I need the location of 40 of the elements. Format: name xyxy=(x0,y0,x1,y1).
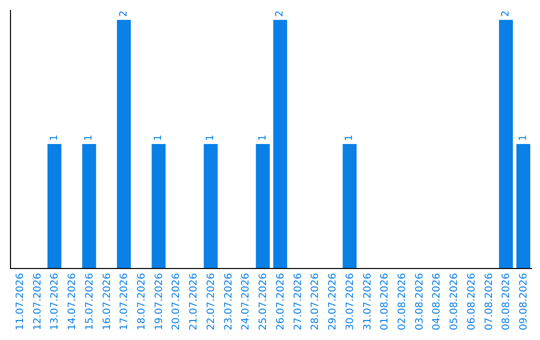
x-tick-label: 06.08.2026 xyxy=(466,273,478,330)
x-tick-label: 24.07.2026 xyxy=(240,273,252,330)
x-tick-label: 31.07.2026 xyxy=(362,273,374,330)
x-tick-label: 17.07.2026 xyxy=(119,273,130,330)
x-tick-label: 25.07.2026 xyxy=(258,273,270,330)
x-tick-label: 08.08.2026 xyxy=(501,273,512,330)
x-tick-label: 12.07.2026 xyxy=(32,273,44,330)
x-tick-label: 13.07.2026 xyxy=(50,273,61,330)
data-label: 1 xyxy=(205,134,216,141)
x-tick-label: 18.07.2026 xyxy=(136,273,148,330)
x-tick-label: 01.08.2026 xyxy=(380,273,391,330)
x-tick-label: 29.07.2026 xyxy=(328,273,339,330)
data-label: 1 xyxy=(257,134,268,141)
x-tick-label: 16.07.2026 xyxy=(102,273,113,330)
x-tick-label: 23.07.2026 xyxy=(223,273,234,330)
data-label: 2 xyxy=(274,10,286,17)
x-tick-label: 15.07.2026 xyxy=(84,273,96,330)
data-label: 1 xyxy=(518,134,529,141)
data-label: 1 xyxy=(153,134,164,141)
x-tick-label: 07.08.2026 xyxy=(484,273,495,330)
data-label: 2 xyxy=(118,10,130,17)
data-label: 1 xyxy=(48,134,60,141)
x-tick-label: 26.07.2026 xyxy=(275,273,286,330)
x-tick-label: 27.07.2026 xyxy=(292,273,304,330)
x-tick-label: 28.07.2026 xyxy=(310,273,322,330)
x-tick-label: 09.08.2026 xyxy=(518,273,530,330)
x-tick-label: 04.08.2026 xyxy=(432,273,443,330)
x-tick-label: 22.07.2026 xyxy=(206,273,217,330)
x-tick-label: 14.07.2026 xyxy=(67,273,78,330)
data-label: 2 xyxy=(500,10,512,17)
x-tick-label: 30.07.2026 xyxy=(344,273,356,330)
x-tick-label: 11.07.2026 xyxy=(14,273,26,330)
x-tick-label: 03.08.2026 xyxy=(414,273,426,330)
x-tick-label: 21.07.2026 xyxy=(188,273,200,330)
x-tick-label: 05.08.2026 xyxy=(449,273,460,330)
x-tick-label: 19.07.2026 xyxy=(154,273,165,330)
x-tick-label: 20.07.2026 xyxy=(171,273,182,330)
data-label: 1 xyxy=(84,134,95,141)
data-label: 1 xyxy=(344,134,356,141)
x-tick-label: 02.08.2026 xyxy=(397,273,408,330)
